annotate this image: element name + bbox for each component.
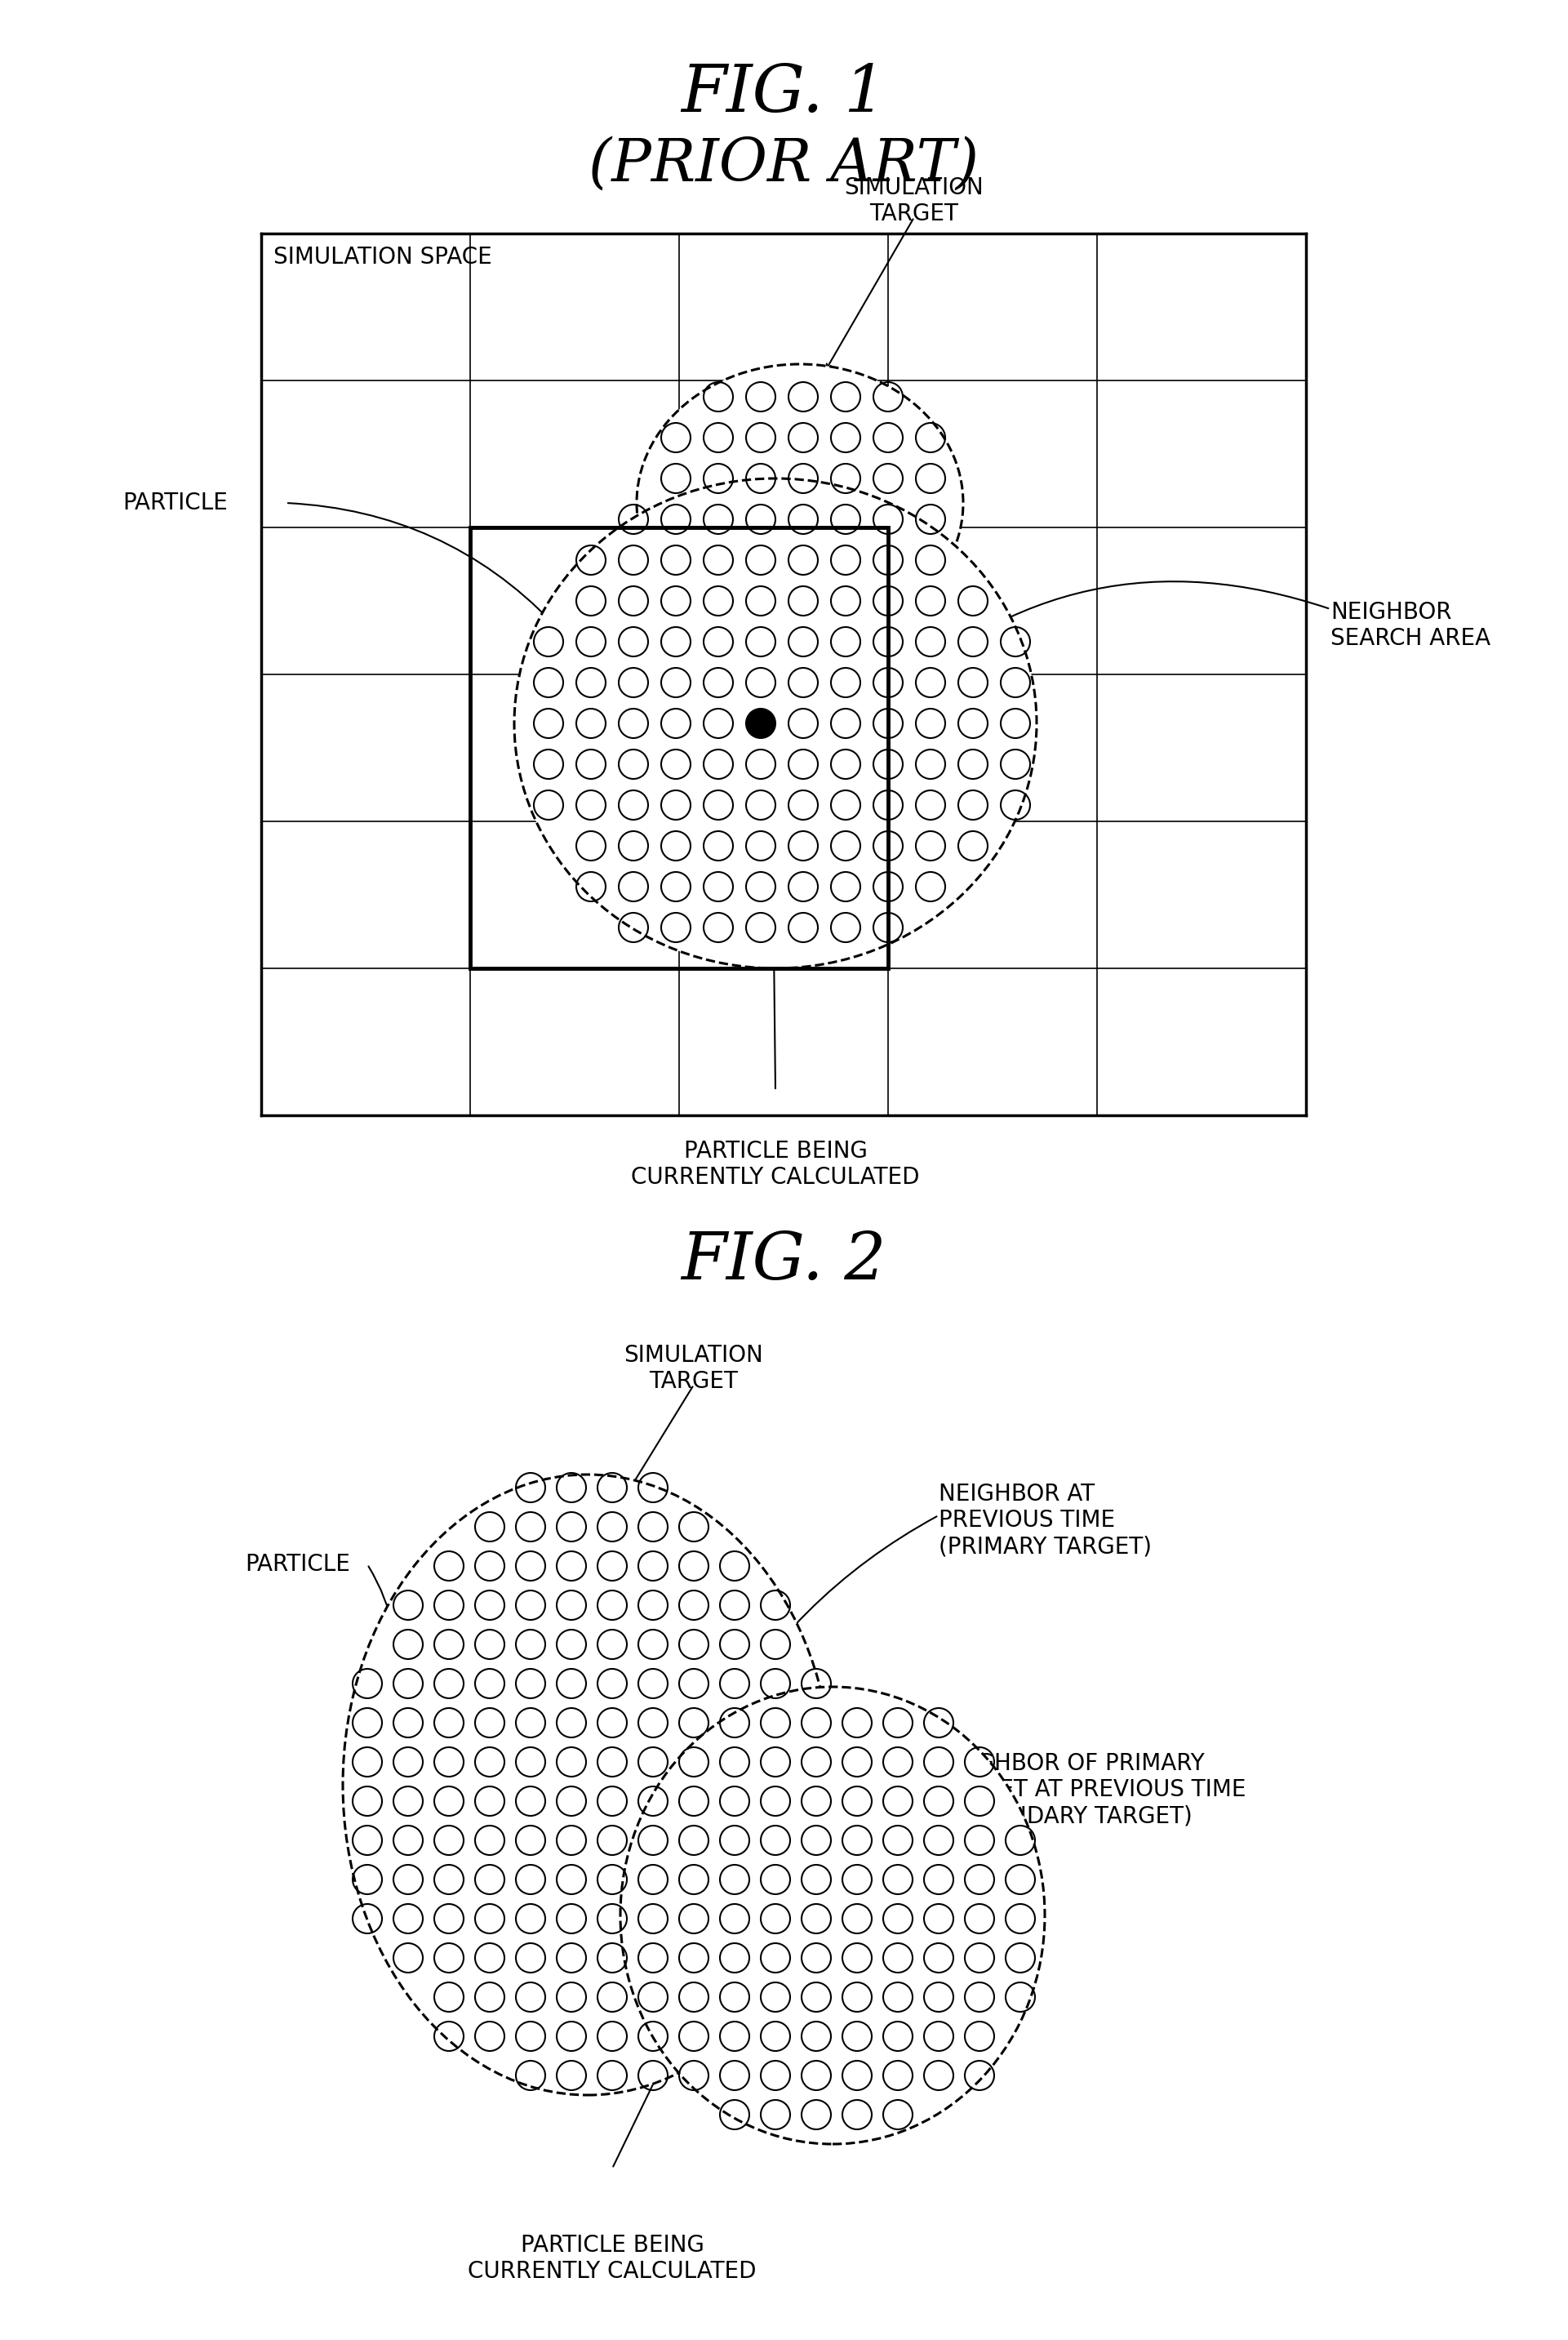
Text: SIMULATION SPACE: SIMULATION SPACE (273, 246, 492, 269)
Text: NEIGHBOR OF PRIMARY
TARGET AT PREVIOUS TIME
(SECONDARY TARGET): NEIGHBOR OF PRIMARY TARGET AT PREVIOUS T… (939, 1753, 1247, 1828)
Text: NEIGHBOR
SEARCH AREA: NEIGHBOR SEARCH AREA (1331, 601, 1491, 651)
Ellipse shape (343, 1474, 833, 2094)
Text: PARTICLE: PARTICLE (245, 1554, 350, 1575)
Text: SIMULATION
TARGET: SIMULATION TARGET (845, 176, 983, 225)
Text: PARTICLE BEING
CURRENTLY CALCULATED: PARTICLE BEING CURRENTLY CALCULATED (467, 2235, 756, 2284)
Text: (PRIOR ART): (PRIOR ART) (588, 136, 978, 194)
Text: NEIGHBOR AT
PREVIOUS TIME
(PRIMARY TARGET): NEIGHBOR AT PREVIOUS TIME (PRIMARY TARGE… (939, 1484, 1152, 1558)
Text: FIG. 1: FIG. 1 (681, 63, 886, 126)
Ellipse shape (637, 365, 963, 641)
Bar (470, 526, 887, 969)
Text: SIMULATION
TARGET: SIMULATION TARGET (624, 1343, 764, 1392)
Text: FIG. 2: FIG. 2 (681, 1228, 886, 1294)
Ellipse shape (514, 477, 1036, 969)
Text: PARTICLE BEING
CURRENTLY CALCULATED: PARTICLE BEING CURRENTLY CALCULATED (632, 1140, 920, 1189)
Text: PARTICLE: PARTICLE (122, 491, 227, 515)
Ellipse shape (621, 1687, 1044, 2143)
Circle shape (746, 709, 776, 737)
